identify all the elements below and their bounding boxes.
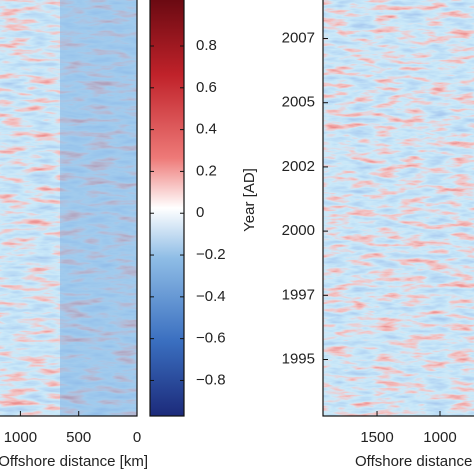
panel-frame (0, 0, 138, 417)
colorbar-frame (149, 0, 185, 417)
colorbar (150, 0, 184, 416)
colorbar-tick-label: 0 (196, 204, 204, 221)
y-tick-label: 1995 (282, 350, 315, 367)
y-tick-label: 1997 (282, 286, 315, 303)
x-tick-label: 500 (66, 429, 91, 446)
y-axis-label: Year [AD] (241, 168, 258, 232)
colorbar-tick-label: 0.6 (196, 79, 217, 96)
y-tick-label: 2002 (282, 158, 315, 175)
x-tick-label: 1000 (423, 429, 456, 446)
panel-frame (322, 0, 474, 417)
heatmap-right (323, 0, 474, 416)
colorbar-tick-label: 0.2 (196, 162, 217, 179)
heatmap-shade (60, 0, 137, 416)
colorbar-tick-label: 0.4 (196, 121, 217, 138)
colorbar-tick-label: −0.8 (196, 371, 226, 388)
y-tick-label: 2000 (282, 222, 315, 239)
y-tick-label: 2005 (282, 94, 315, 111)
colorbar-tick-label: −0.6 (196, 330, 226, 347)
colorbar-tick-label: −0.4 (196, 288, 226, 305)
y-tick-label: 2007 (282, 29, 315, 46)
colorbar-tick-label: −0.2 (196, 246, 226, 263)
x-axis-label: Offshore distance [km] (0, 453, 148, 470)
x-tick-label: 1000 (4, 429, 37, 446)
x-tick-label: 1500 (360, 429, 393, 446)
colorbar-tick-label: 0.8 (196, 37, 217, 54)
x-tick-label: 0 (133, 429, 141, 446)
x-axis-label: Offshore distance [km] (355, 453, 474, 470)
